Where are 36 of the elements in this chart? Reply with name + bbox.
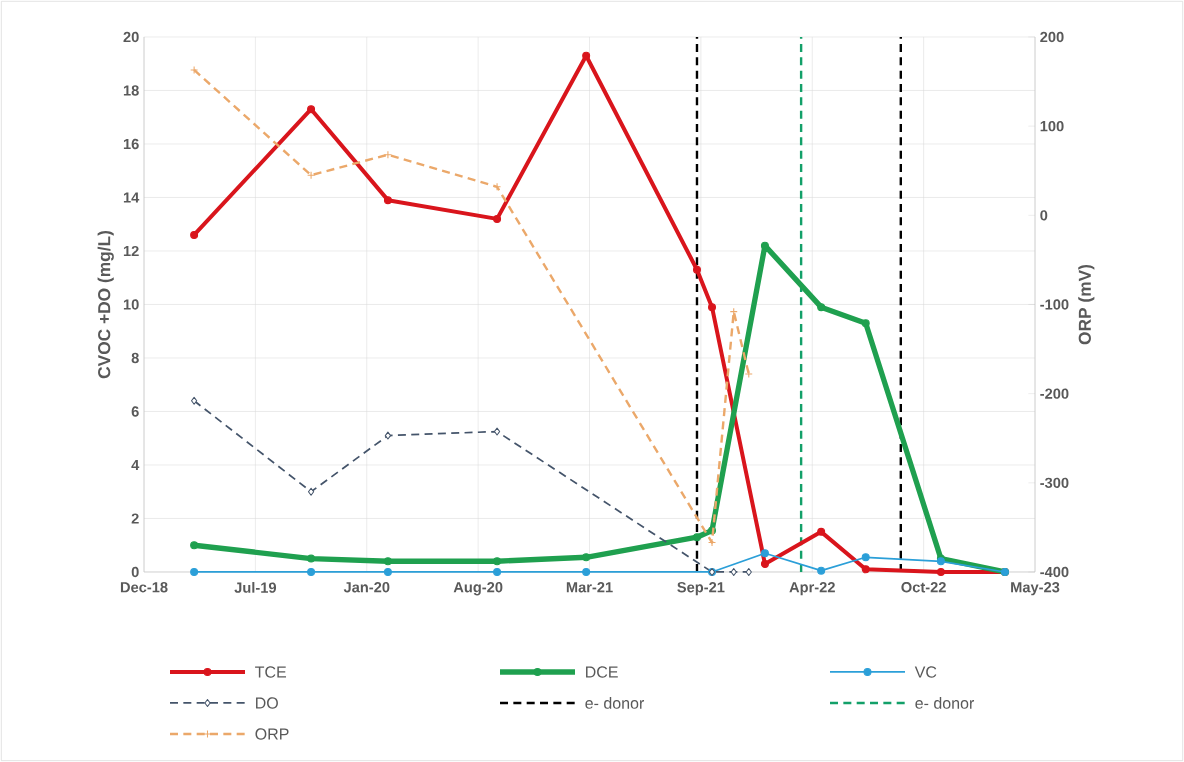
legend-label: e- donor [585, 697, 645, 709]
y-tick-label: 8 [131, 352, 139, 364]
y2-tick-label: 100 [1040, 120, 1064, 132]
y-tick-label: 12 [123, 245, 139, 257]
y2-tick-label: -400 [1040, 566, 1069, 578]
x-tick-label: Sep-21 [677, 582, 725, 596]
x-tick-label: Aug-20 [453, 582, 503, 596]
y-tick-label: 20 [123, 31, 139, 43]
x-tick-label: Apr-22 [789, 582, 835, 596]
x-tick-label: Jul-19 [234, 582, 277, 593]
x-tick-label: May-23 [1011, 582, 1060, 596]
legend-label: ORP [255, 728, 289, 740]
y-tick-label: 16 [123, 138, 139, 150]
y-tick-label: 14 [123, 192, 140, 203]
legend-label: VC [914, 666, 937, 678]
y-tick-label: 2 [131, 513, 139, 524]
legend-label: e- donor [915, 697, 975, 709]
y-tick-label: 4 [131, 459, 140, 471]
y-tick-label: 18 [123, 85, 139, 96]
y2-tick-label: -200 [1040, 388, 1069, 399]
y2-tick-label: 200 [1040, 31, 1064, 43]
y-axis-title: CVOC +DO (mg/L) [97, 230, 114, 379]
x-tick-label: Mar-21 [566, 582, 613, 593]
x-tick-label: Oct-22 [901, 582, 946, 593]
y2-tick-label: 0 [1040, 210, 1048, 221]
y2-tick-label: -300 [1040, 477, 1069, 489]
legend-label: DCE [586, 666, 618, 678]
y-tick-label: 10 [123, 299, 139, 310]
y2-axis-title: ORP (mV) [1078, 264, 1095, 345]
legend-label: TCE [255, 666, 287, 678]
y-tick-label: 6 [131, 406, 139, 417]
x-tick-label: Dec-18 [120, 582, 168, 593]
legend-label: DO [256, 697, 278, 709]
y-tick-label: 0 [131, 566, 139, 578]
x-tick-label: Jan-20 [343, 582, 390, 593]
y2-tick-label: -100 [1040, 299, 1069, 310]
